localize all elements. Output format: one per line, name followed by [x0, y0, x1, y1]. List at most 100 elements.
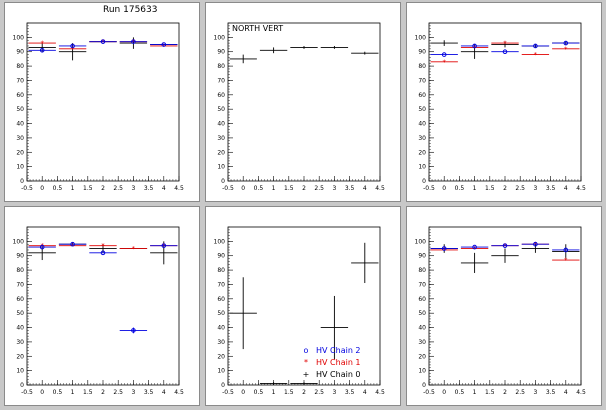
y-tick-label: 100 — [13, 34, 25, 41]
point-chain1: * — [40, 242, 44, 250]
x-tick-label: 3 — [131, 185, 135, 192]
y-tick-label: 40 — [418, 121, 426, 128]
point-chain1: * — [534, 241, 538, 249]
x-tick-label: 2 — [101, 185, 105, 192]
point-chain1: * — [101, 242, 105, 250]
point-chain1: * — [503, 242, 507, 250]
y-tick-label: 0 — [422, 382, 426, 389]
chart-2: -0.5 0 0.5 1 1.5 2 2.5 3 3.5 4 4.50102030405060708… — [415, 22, 586, 192]
y-tick-label: 20 — [217, 149, 225, 156]
x-tick-label: 0 — [241, 185, 245, 192]
x-tick-label: 1 — [473, 389, 477, 396]
y-tick-label: 70 — [16, 77, 24, 84]
x-tick-label: 2 — [101, 389, 105, 396]
point-chain2 — [563, 247, 569, 253]
x-tick-label: 3.5 — [144, 389, 154, 396]
chart-4: -0.5 0 0.5 1 1.5 2 2.5 3 3.5 4 4.50102030405060708… — [214, 226, 385, 396]
legend-chain1: * HV Chain 1 — [300, 357, 361, 369]
point-chain2 — [502, 49, 508, 55]
x-tick-label: 0 — [442, 185, 446, 192]
point-chain1: * — [534, 51, 538, 59]
pad-bottom-right: -0.5 0 0.5 1 1.5 2 2.5 3 3.5 4 4.5 0 10 20 30 40 50 60 70 8… — [406, 206, 602, 406]
north-vert-label: NORTH VERT — [232, 24, 284, 33]
x-tick-label: 1 — [71, 389, 75, 396]
x-tick-label: 2.5 — [515, 185, 525, 192]
y-tick-label: 80 — [217, 267, 225, 274]
x-tick-label: 0.5 — [254, 389, 264, 396]
x-tick-label: 3 — [332, 185, 336, 192]
point-chain1: * — [101, 38, 105, 46]
point-chain1: * — [564, 45, 568, 53]
y-tick-label: 60 — [217, 92, 225, 99]
x-tick-label: 4.5 — [576, 389, 586, 396]
y-tick-label: 100 — [415, 238, 427, 245]
y-tick-label: 70 — [217, 77, 225, 84]
y-tick-label: 60 — [16, 296, 24, 303]
point-chain1: * — [503, 40, 507, 48]
y-tick-label: 90 — [217, 253, 225, 260]
y-tick-label: 60 — [217, 296, 225, 303]
x-tick-label: 1.5 — [83, 389, 93, 396]
point-chain2 — [161, 243, 167, 248]
x-tick-label: 3.5 — [345, 185, 355, 192]
y-tick-label: 90 — [418, 253, 426, 260]
chart-5: -0.5 0 0.5 1 1.5 2 2.5 3 3.5 4 4.50102030405060708… — [415, 226, 586, 396]
x-tick-label: 4.5 — [576, 185, 586, 192]
x-tick-label: 0.5 — [455, 389, 465, 396]
point-chain1: * — [40, 40, 44, 48]
x-tick-label: 0 — [442, 389, 446, 396]
x-tick-label: 4.5 — [375, 389, 385, 396]
pad-bottom-middle: -0.5 0 0.5 1 1.5 2 2.5 3 3.5 4 4.5 0 10 20 30 40 50 60 70 8… — [205, 206, 401, 406]
point-chain1: * — [132, 245, 136, 253]
x-tick-label: 3 — [332, 389, 336, 396]
x-tick-label: 4.5 — [375, 185, 385, 192]
x-tick-label: 3 — [533, 389, 537, 396]
y-tick-label: 60 — [16, 92, 24, 99]
y-tick-label: 80 — [418, 267, 426, 274]
y-tick-label: 10 — [16, 164, 24, 171]
pad-bottom-left: -0.5 0 0.5 1 1.5 2 2.5 3 3.5 4 4.5 0 10 20 30 40 50 60 70 8… — [4, 206, 200, 406]
point-chain2 — [131, 328, 136, 333]
legend-chain2: o HV Chain 2 — [300, 345, 361, 357]
x-tick-label: 3 — [131, 389, 135, 396]
x-tick-label: 4.5 — [174, 389, 184, 396]
y-tick-label: 30 — [217, 135, 225, 142]
run-label: Run 175633 — [103, 5, 158, 15]
y-tick-label: 90 — [16, 253, 24, 260]
point-chain1: * — [564, 257, 568, 265]
x-tick-label: 1.5 — [485, 185, 495, 192]
point-chain2 — [441, 52, 447, 57]
y-tick-label: 100 — [214, 238, 226, 245]
y-tick-label: 70 — [16, 281, 24, 288]
y-tick-label: 50 — [16, 106, 24, 113]
x-tick-label: -0.5 — [222, 185, 234, 192]
y-tick-label: 100 — [13, 238, 25, 245]
x-tick-label: 4 — [564, 185, 568, 192]
x-tick-label: 1.5 — [284, 185, 294, 192]
y-tick-label: 50 — [418, 106, 426, 113]
y-tick-label: 10 — [418, 164, 426, 171]
x-tick-label: 1 — [71, 185, 75, 192]
plot-frame — [26, 226, 180, 386]
point-chain2 — [100, 39, 106, 44]
x-tick-label: 0.5 — [53, 389, 63, 396]
x-tick-label: 2.5 — [113, 389, 123, 396]
legend: o HV Chain 2 * HV Chain 1 + HV Chain 0 — [300, 345, 361, 381]
point-chain2 — [39, 47, 45, 53]
x-tick-label: 4 — [363, 389, 367, 396]
x-tick-label: 1.5 — [485, 389, 495, 396]
y-tick-label: 80 — [217, 63, 225, 70]
point-chain1: * — [71, 45, 75, 53]
point-chain2 — [441, 246, 447, 251]
x-tick-label: 4 — [363, 185, 367, 192]
x-tick-label: 4 — [162, 389, 166, 396]
x-tick-label: 0 — [241, 389, 245, 396]
y-tick-label: 20 — [418, 149, 426, 156]
y-tick-label: 50 — [217, 106, 225, 113]
legend-chain2-label: HV Chain 2 — [316, 346, 361, 355]
point-chain2 — [472, 244, 477, 250]
y-tick-label: 0 — [20, 178, 24, 185]
point-chain2 — [533, 241, 538, 247]
point-chain1: * — [442, 58, 446, 66]
